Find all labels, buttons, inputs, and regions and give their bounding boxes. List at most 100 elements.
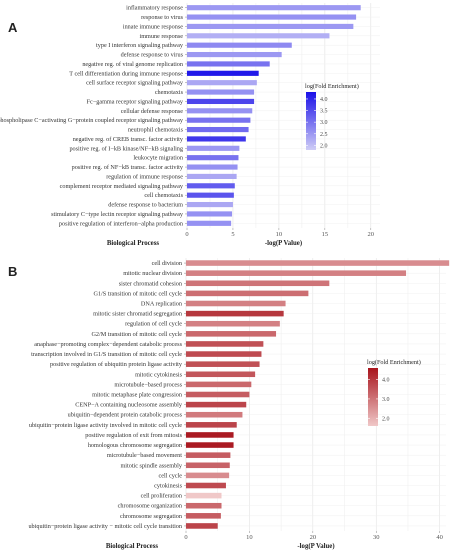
bar [186, 523, 218, 529]
category-label: phospholipase C−activating G−protein cou… [0, 117, 184, 124]
x-tick-label: 0 [184, 534, 187, 541]
category-label: DNA replication [141, 301, 182, 308]
panel-letter: A [8, 20, 18, 35]
category-label: defense response to virus [121, 52, 184, 59]
bar [186, 300, 286, 307]
legend-tick-label: 2.0 [320, 143, 328, 149]
category-label: cellular defense response [121, 108, 183, 115]
bar [187, 117, 251, 123]
x-tick-label: 40 [436, 534, 443, 541]
bar [186, 391, 250, 398]
legend-title: log(Fold Enrichment) [305, 83, 359, 90]
category-label: sister chromatid cohesion [119, 280, 182, 287]
category-label: ubiquitin−dependent protein catabolic pr… [68, 412, 183, 419]
bar [187, 211, 233, 217]
category-label: T cell differentiation during immune res… [69, 70, 183, 77]
category-label: regulation of immune response [106, 173, 183, 180]
bar [186, 401, 247, 408]
category-label: homologous chromosome segregation [88, 442, 182, 449]
bar [187, 70, 259, 76]
bar [187, 155, 239, 161]
bar [186, 381, 252, 388]
x-tick-label: 30 [373, 534, 380, 541]
category-label: G1/S transition of mitotic cell cycle [94, 290, 183, 297]
bar [186, 260, 450, 266]
bar [187, 220, 232, 226]
bar [186, 482, 226, 489]
category-label: positive regulation of exit from mitosis [85, 432, 182, 439]
x-axis-title: -log(P Value) [297, 543, 334, 550]
legend-tick-label: 2.5 [320, 132, 328, 138]
category-label: chemotaxis [155, 89, 184, 96]
bar [186, 310, 284, 317]
category-label: cell division [152, 260, 182, 267]
bar [187, 80, 257, 86]
y-axis-title: Biological Process [106, 543, 159, 550]
legend-tick-label: 3.0 [382, 397, 390, 403]
category-label: microtubule−based process [114, 381, 182, 388]
bar [186, 270, 407, 276]
bar [187, 145, 240, 151]
x-tick-label: 10 [246, 534, 253, 541]
legend-tick-label: 3.5 [320, 109, 328, 115]
category-label: positive regulation of ubiquitin protein… [50, 361, 183, 368]
category-label: mitotic nuclear division [123, 270, 182, 277]
colorbar [306, 92, 316, 150]
y-axis-title: Biological Process [107, 240, 160, 247]
category-label: neutrophil chemotaxis [128, 127, 184, 134]
x-tick-label: 0 [185, 231, 188, 238]
bar [186, 442, 234, 448]
category-label: positive reg. of NF−kB transc. factor ac… [72, 164, 184, 171]
bar [187, 89, 255, 95]
x-tick-label: 20 [368, 231, 375, 238]
bar [186, 290, 309, 297]
legend-tick-label: 4.0 [320, 97, 328, 103]
bar [186, 422, 237, 428]
x-axis-title: -log(P Value) [265, 240, 302, 247]
x-tick-label: 20 [310, 534, 317, 541]
bar [187, 201, 233, 208]
category-label: cell proliferation [141, 493, 182, 500]
category-label: mitotic spindle assembly [120, 462, 182, 469]
category-label: mitotic sister chromatid segregation [93, 311, 182, 318]
category-label: negative reg. of CREB transc. factor act… [73, 136, 184, 143]
bar [187, 136, 246, 142]
bar [187, 98, 255, 105]
bar [187, 61, 270, 67]
bar [187, 192, 234, 198]
bar [187, 23, 354, 30]
category-label: positive regulation of interferon−alpha … [59, 220, 183, 227]
category-label: negative reg. of viral genome replicatio… [82, 61, 183, 68]
x-tick-label: 15 [322, 231, 329, 238]
bar [187, 51, 282, 58]
bar [187, 164, 238, 170]
category-label: regulation of cell cycle [125, 321, 182, 328]
bar [187, 126, 249, 133]
category-label: innate immune response [123, 23, 183, 30]
legend-tick-label: 2.0 [382, 416, 390, 422]
bar [186, 452, 231, 458]
bar [187, 14, 357, 20]
legend-title: log(Fold Enrichment) [367, 359, 421, 366]
category-label: response to virus [141, 14, 184, 21]
bar [187, 42, 292, 48]
category-label: anaphase−promoting complex−dependent cat… [34, 341, 182, 348]
category-label: cell surface receptor signaling pathway [86, 80, 184, 87]
category-label: leukocyte migration [133, 155, 183, 162]
bar [186, 341, 264, 347]
bar [186, 462, 230, 469]
category-label: G2/M transition of mitotic cell cycle [91, 331, 182, 338]
bar [186, 371, 256, 378]
bar [186, 411, 243, 418]
category-label: complement receptor mediated signaling p… [60, 183, 184, 190]
bar [187, 173, 237, 180]
category-label: microtubule−based movement [107, 452, 182, 459]
category-label: positive reg. of I−kB kinase/NF−kB signa… [69, 145, 183, 152]
category-label: CENP−A containing nucleosome assembly [75, 402, 183, 409]
category-label: defense response to bacterium [108, 202, 183, 209]
bar [187, 108, 253, 114]
category-label: cell chemotaxis [144, 192, 183, 199]
bar [187, 33, 330, 39]
